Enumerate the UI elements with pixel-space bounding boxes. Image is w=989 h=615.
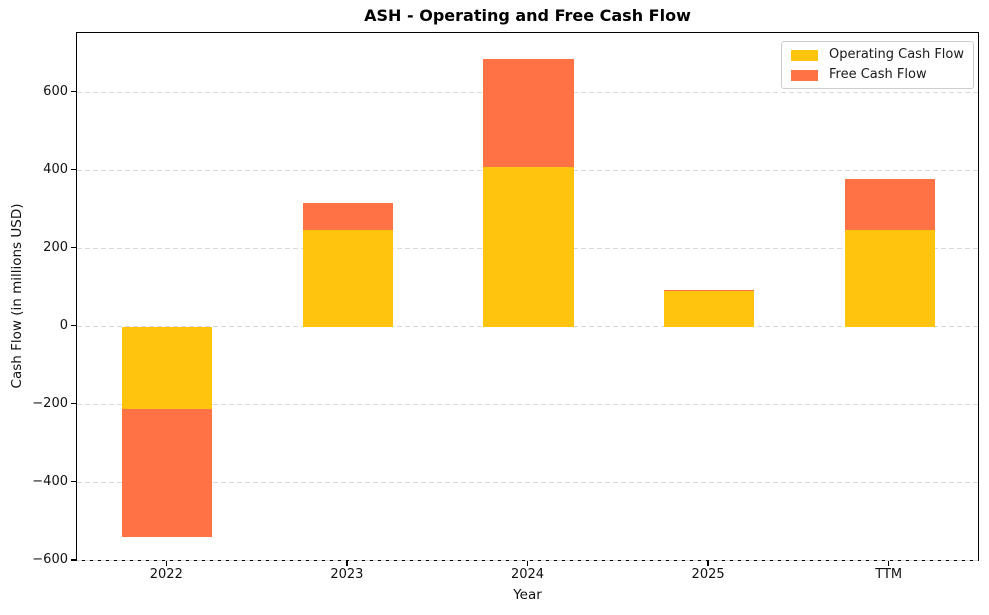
y-tick-label--600: −600: [32, 551, 68, 567]
bar-segment-free-cash-flow-ttm: [844, 178, 935, 231]
gridline-y--400: [77, 482, 978, 484]
bar-segment-operating-cash-flow-2025: [663, 290, 755, 327]
gridline-y--200: [77, 404, 978, 406]
x-tick-mark-2025: [707, 561, 709, 566]
y-tick-label-200: 200: [43, 239, 68, 255]
y-tick-mark--200: [71, 403, 76, 405]
legend-swatch-operating-cash-flow: [791, 49, 818, 61]
y-tick-label--400: −400: [32, 473, 68, 489]
bar-segment-operating-cash-flow-2023: [302, 230, 394, 327]
x-tick-mark-2024: [526, 561, 529, 566]
chart-title: ASH - Operating and Free Cash Flow: [364, 6, 691, 25]
x-tick-label-2025: 2025: [691, 567, 725, 582]
legend-item-free-cash-flow: Free Cash Flow: [791, 67, 964, 83]
plot-area: Operating Cash Flow Free Cash Flow: [76, 32, 979, 562]
x-tick-label-2022: 2022: [149, 567, 183, 582]
y-tick-mark-200: [71, 247, 76, 249]
y-tick-label--200: −200: [32, 395, 68, 411]
bar-segment-operating-cash-flow-ttm: [844, 230, 935, 327]
x-axis-label: Year: [513, 587, 542, 603]
gridline-y-0: [77, 326, 978, 328]
x-tick-label-2024: 2024: [510, 567, 545, 582]
gridline-y--600: [77, 560, 978, 562]
y-tick-mark-600: [71, 90, 76, 93]
bars-layer: [77, 33, 978, 560]
y-tick-label-600: 600: [43, 83, 68, 99]
y-tick-mark-0: [71, 325, 76, 327]
y-tick-mark-400: [71, 169, 76, 171]
legend: Operating Cash Flow Free Cash Flow: [781, 41, 974, 89]
legend-label-free-cash-flow: Free Cash Flow: [829, 67, 927, 82]
y-tick-label-400: 400: [43, 161, 68, 177]
bar-segment-free-cash-flow-2023: [302, 202, 394, 231]
y-tick-mark--400: [71, 481, 76, 483]
y-axis-label: Cash Flow (in millions USD): [9, 203, 25, 389]
legend-item-operating-cash-flow: Operating Cash Flow: [791, 47, 964, 63]
y-tick-mark--600: [71, 559, 76, 561]
y-tick-label-0: 0: [59, 317, 68, 333]
legend-swatch-free-cash-flow: [791, 69, 818, 81]
x-tick-label-2023: 2023: [330, 567, 364, 582]
bar-segment-free-cash-flow-2024: [483, 59, 574, 167]
bar-segment-operating-cash-flow-2022: [122, 326, 213, 409]
legend-label-operating-cash-flow: Operating Cash Flow: [829, 47, 964, 62]
x-tick-label-ttm: TTM: [875, 567, 903, 582]
bar-segment-operating-cash-flow-2024: [483, 166, 574, 327]
x-tick-mark-2022: [165, 561, 167, 566]
x-tick-mark-ttm: [888, 561, 890, 566]
x-tick-mark-2023: [346, 561, 348, 566]
bar-segment-free-cash-flow-2025: [663, 289, 755, 291]
bar-segment-free-cash-flow-2022: [122, 408, 213, 538]
